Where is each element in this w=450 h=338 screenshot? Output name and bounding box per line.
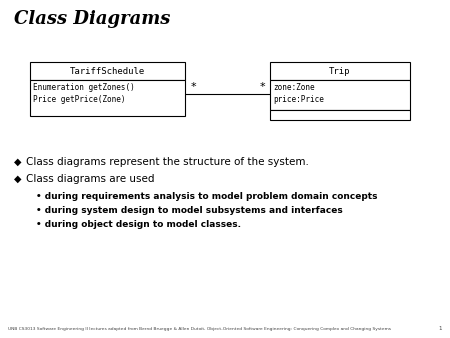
Bar	[270, 80, 410, 110]
Text: ◆: ◆	[14, 157, 22, 167]
Text: price:Price: price:Price	[273, 96, 324, 104]
Bar	[30, 62, 185, 80]
Text: • during system design to model subsystems and interfaces: • during system design to model subsyste…	[36, 206, 343, 215]
Text: 1: 1	[438, 326, 442, 331]
Text: ◆: ◆	[14, 174, 22, 184]
Text: • during object design to model classes.: • during object design to model classes.	[36, 220, 241, 229]
Text: Enumeration getZones(): Enumeration getZones()	[33, 82, 135, 92]
Text: *: *	[259, 82, 265, 92]
Text: *: *	[190, 82, 196, 92]
Text: Class diagrams represent the structure of the system.: Class diagrams represent the structure o…	[26, 157, 309, 167]
Text: Class diagrams are used: Class diagrams are used	[26, 174, 154, 184]
Text: Trip: Trip	[329, 67, 351, 75]
Text: TariffSchedule: TariffSchedule	[70, 67, 145, 75]
Text: Price getPrice(Zone): Price getPrice(Zone)	[33, 96, 126, 104]
Text: Class Diagrams: Class Diagrams	[14, 10, 171, 28]
Text: zone:Zone: zone:Zone	[273, 82, 315, 92]
Bar	[270, 62, 410, 80]
Text: • during requirements analysis to model problem domain concepts: • during requirements analysis to model …	[36, 192, 378, 201]
Bar	[30, 80, 185, 116]
Bar	[270, 110, 410, 120]
Text: UNB CS3013 Software Engineering II lectures adapted from Bernd Bruegge & Allen D: UNB CS3013 Software Engineering II lectu…	[8, 327, 391, 331]
